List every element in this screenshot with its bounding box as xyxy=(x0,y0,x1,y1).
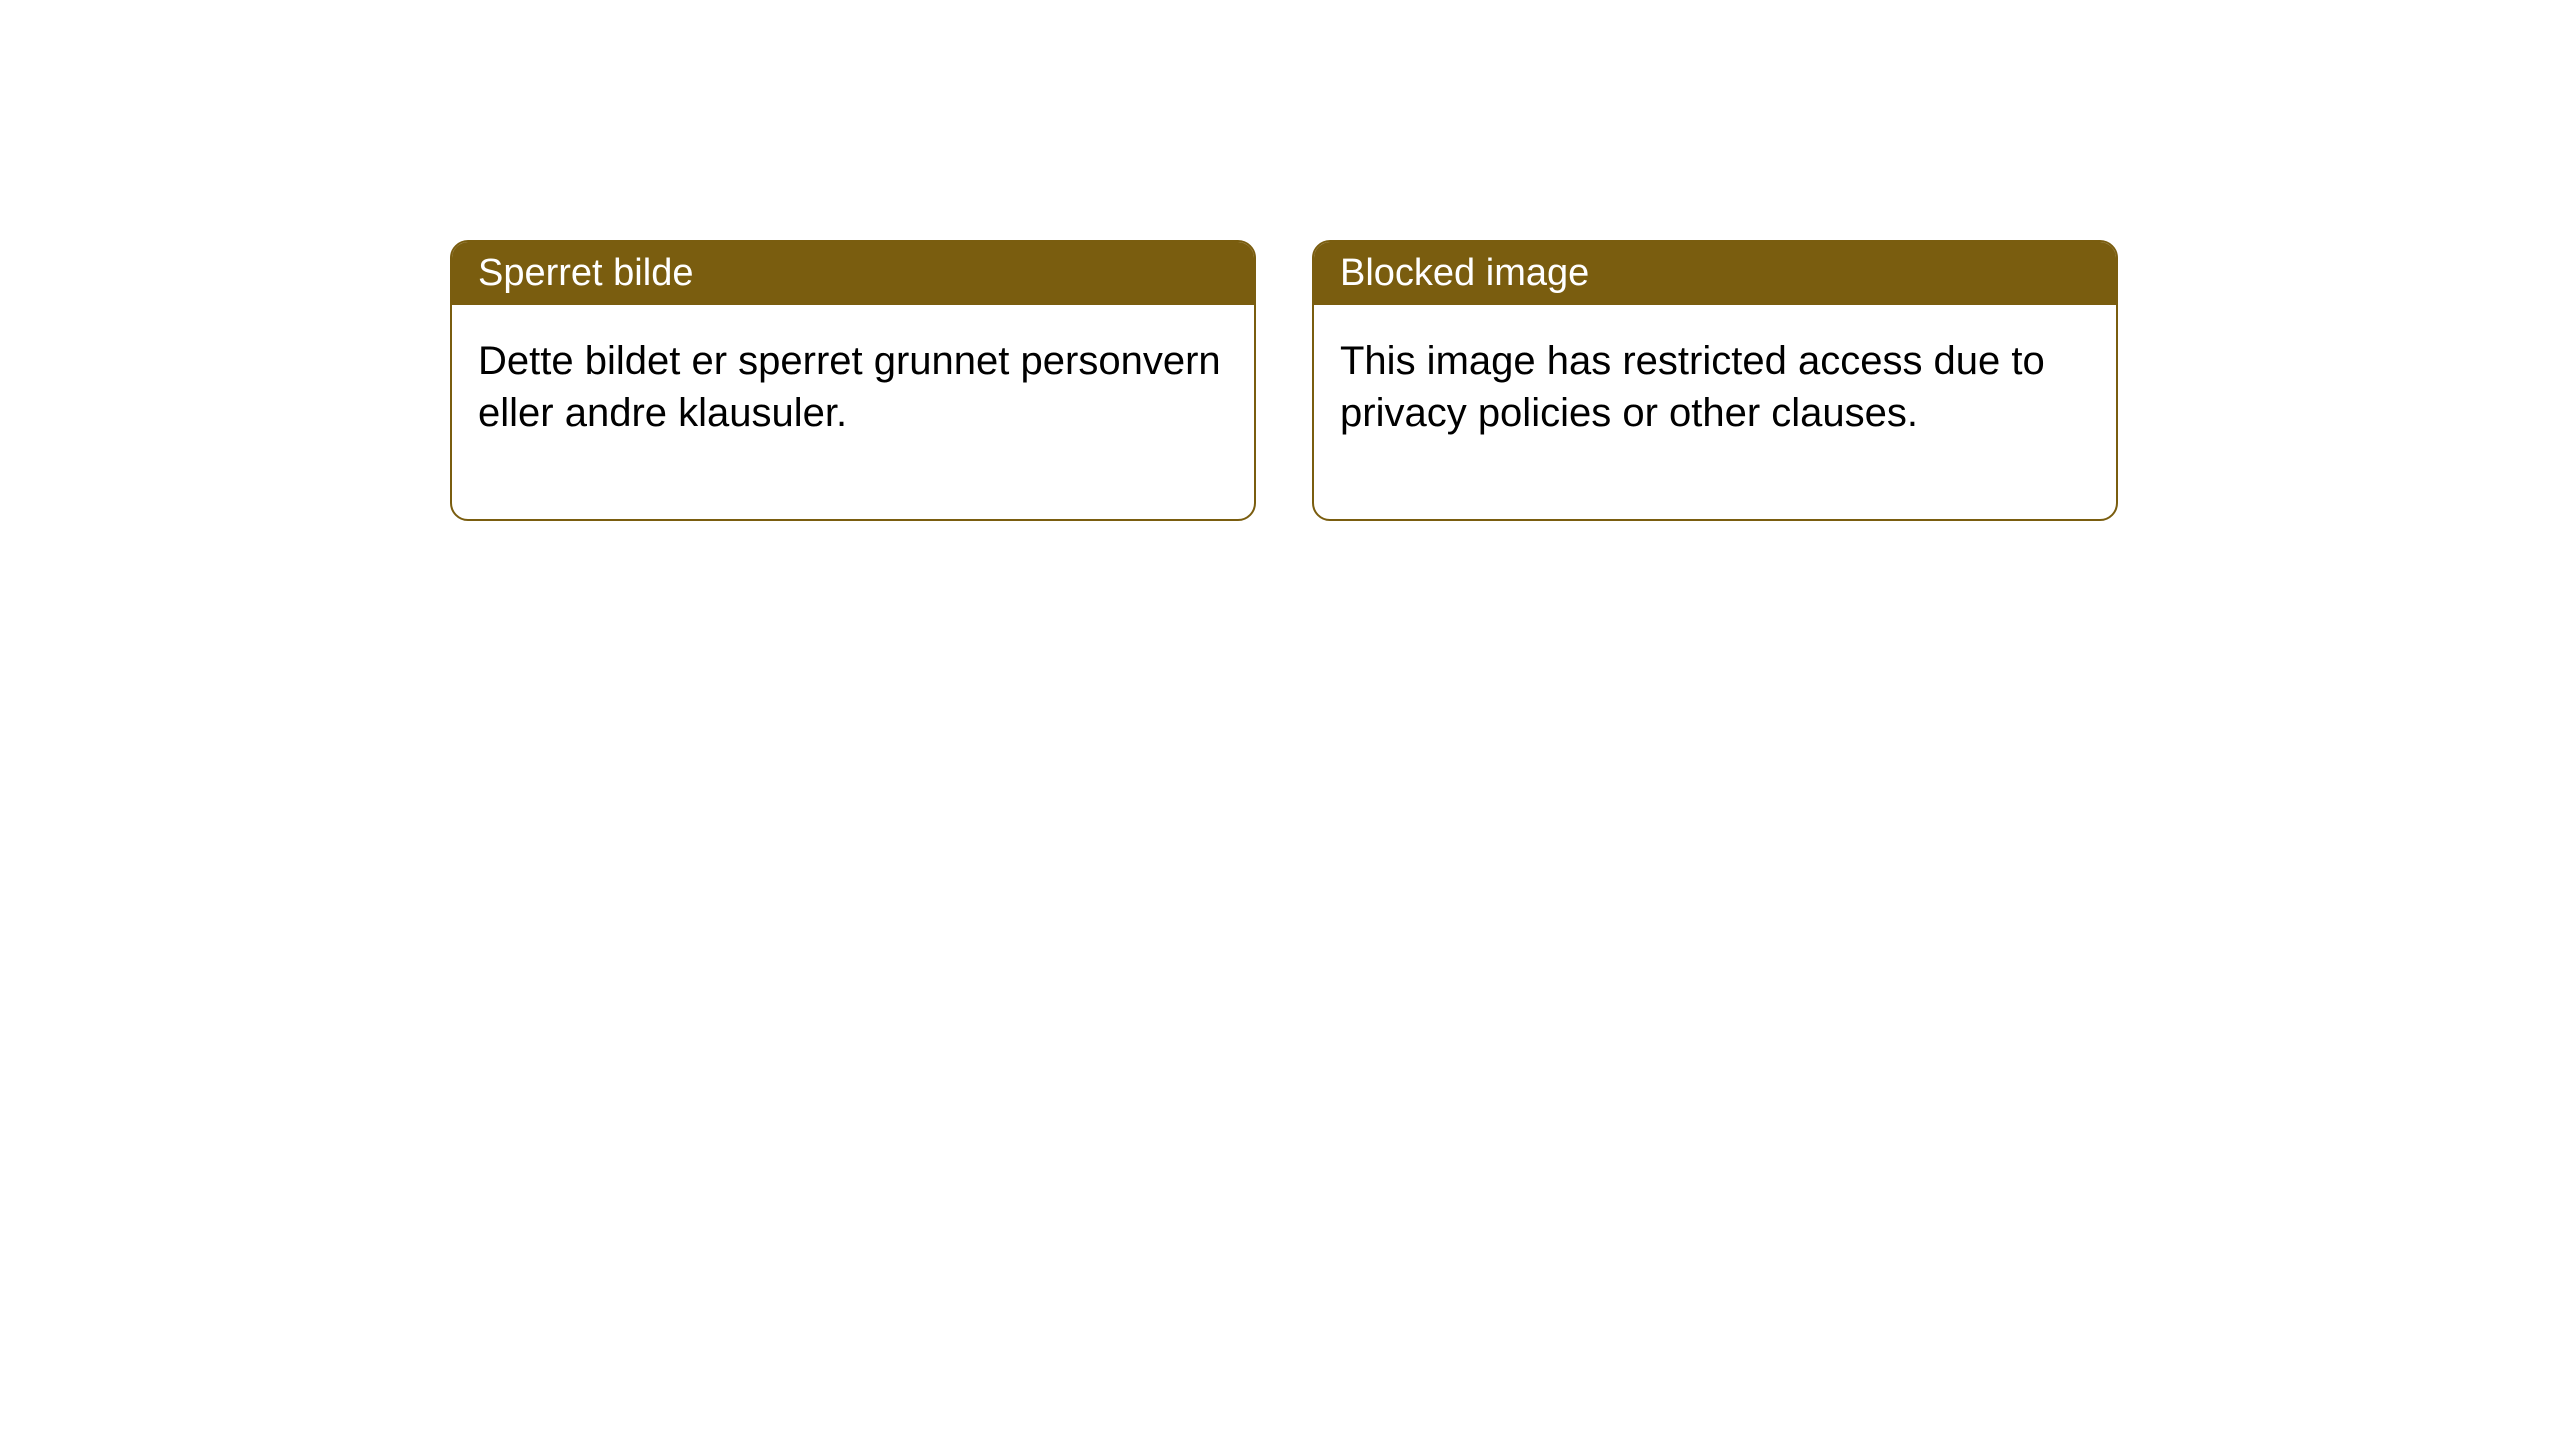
cards-container: Sperret bilde Dette bildet er sperret gr… xyxy=(450,240,2118,521)
card-title: Sperret bilde xyxy=(478,252,693,294)
card-title: Blocked image xyxy=(1340,252,1589,294)
card-body-text: This image has restricted access due to … xyxy=(1340,339,2045,435)
blocked-image-card-no: Sperret bilde Dette bildet er sperret gr… xyxy=(450,240,1256,521)
card-body: Dette bildet er sperret grunnet personve… xyxy=(452,305,1254,519)
card-header: Sperret bilde xyxy=(452,242,1254,305)
card-header: Blocked image xyxy=(1314,242,2116,305)
card-body: This image has restricted access due to … xyxy=(1314,305,2116,519)
card-body-text: Dette bildet er sperret grunnet personve… xyxy=(478,339,1221,435)
blocked-image-card-en: Blocked image This image has restricted … xyxy=(1312,240,2118,521)
